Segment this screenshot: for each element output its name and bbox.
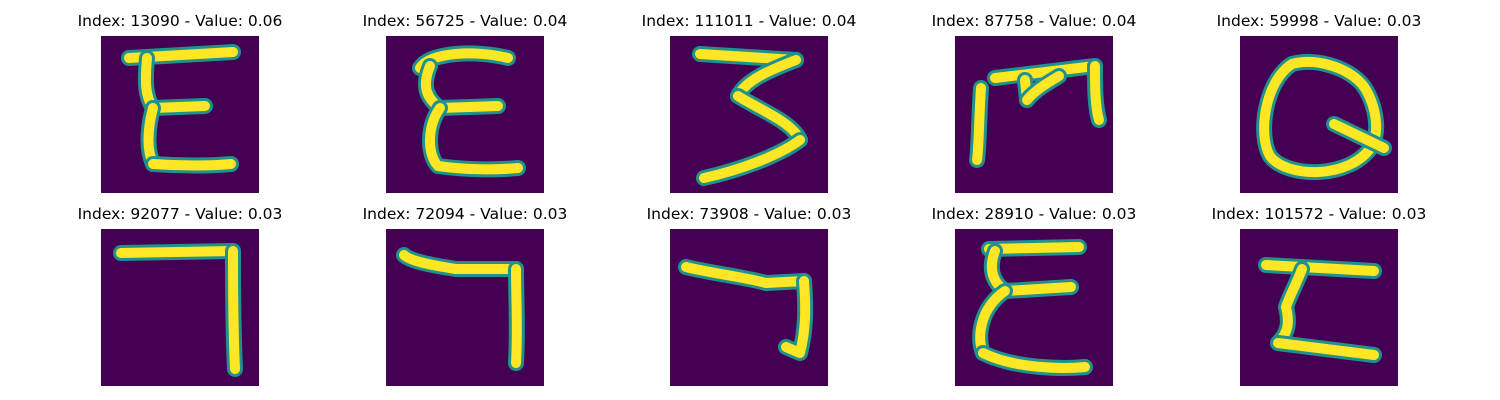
image-panel: Index: 92077 - Value: 0.03 xyxy=(35,205,325,386)
glyph-stroke xyxy=(435,101,503,113)
glyph-stroke xyxy=(425,103,523,175)
image-panel: Index: 13090 - Value: 0.06 xyxy=(35,12,325,193)
image-panel: Index: 59998 - Value: 0.03 xyxy=(1174,12,1464,193)
panel-title: Index: 72094 - Value: 0.03 xyxy=(362,205,568,223)
glyph-stroke xyxy=(1259,57,1381,177)
digit-image xyxy=(101,36,259,193)
digit-image xyxy=(670,36,828,193)
panel-title: Index: 73908 - Value: 0.03 xyxy=(646,205,852,223)
glyph-stroke xyxy=(116,246,238,258)
glyph-stroke xyxy=(990,61,1100,83)
glyph-stroke xyxy=(148,159,236,171)
digit-image xyxy=(1240,36,1398,193)
glyph-stroke xyxy=(699,135,805,183)
glyph-stroke xyxy=(511,264,522,368)
panel-title: Index: 28910 - Value: 0.03 xyxy=(931,205,1137,223)
digit-image xyxy=(386,36,544,193)
glyph-stroke xyxy=(1273,338,1379,360)
digit-image xyxy=(670,229,828,386)
panel-title: Index: 92077 - Value: 0.03 xyxy=(77,205,283,223)
panel-title: Index: 111011 - Value: 0.04 xyxy=(641,12,857,30)
digit-image xyxy=(1240,229,1398,386)
digit-image xyxy=(955,36,1113,193)
glyph-stroke xyxy=(972,83,986,165)
glyph-stroke xyxy=(984,242,1084,254)
glyph-stroke xyxy=(1329,119,1389,153)
glyph-stroke xyxy=(399,250,521,274)
image-panel: Index: 111011 - Value: 0.04 xyxy=(604,12,894,193)
panel-title: Index: 101572 - Value: 0.03 xyxy=(1211,205,1427,223)
image-panel: Index: 28910 - Value: 0.03 xyxy=(889,205,1179,386)
glyph-stroke xyxy=(143,103,158,169)
panel-title: Index: 13090 - Value: 0.06 xyxy=(77,12,283,30)
image-panel: Index: 72094 - Value: 0.03 xyxy=(320,205,610,386)
glyph-stroke xyxy=(1273,264,1307,348)
digit-image xyxy=(955,229,1113,386)
panel-title: Index: 87758 - Value: 0.04 xyxy=(931,12,1137,30)
panel-title: Index: 56725 - Value: 0.04 xyxy=(362,12,568,30)
image-panel: Index: 56725 - Value: 0.04 xyxy=(320,12,610,193)
glyph-stroke xyxy=(148,101,210,113)
glyph-stroke xyxy=(1090,61,1104,125)
glyph-stroke xyxy=(1022,71,1064,105)
digit-image xyxy=(101,229,259,386)
glyph-stroke xyxy=(228,246,240,374)
glyph-stroke xyxy=(781,276,811,358)
image-panel: Index: 101572 - Value: 0.03 xyxy=(1174,205,1464,386)
image-panel: Index: 87758 - Value: 0.04 xyxy=(889,12,1179,193)
glyph-stroke xyxy=(681,262,809,288)
panel-title: Index: 59998 - Value: 0.03 xyxy=(1216,12,1422,30)
glyph-stroke xyxy=(978,348,1090,373)
glyph-stroke xyxy=(1261,260,1379,276)
image-panel: Index: 73908 - Value: 0.03 xyxy=(604,205,894,386)
digit-image xyxy=(386,229,544,386)
